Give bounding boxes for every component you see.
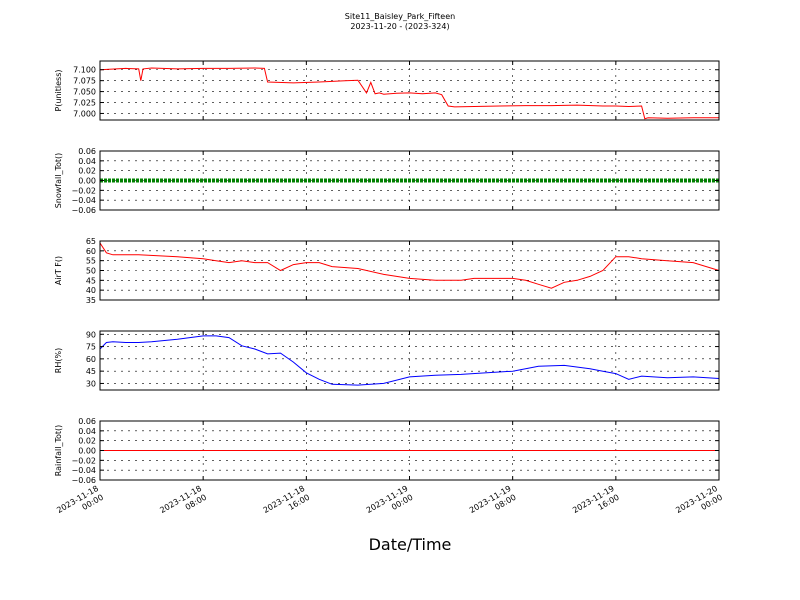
x-tick-label: 2023-11-1800:00 <box>55 484 105 524</box>
y-tick-label: −0.02 <box>71 186 96 195</box>
y-axis-label: AirT F() <box>54 256 63 285</box>
y-axis-label: Snowfall_Tot() <box>54 153 63 209</box>
y-tick-label: 7.075 <box>73 77 96 86</box>
y-tick-label: 0.04 <box>78 157 96 166</box>
y-axis-label: RH(%) <box>54 348 63 373</box>
y-axis-label: Rainfall_Tot() <box>54 425 63 477</box>
y-tick-label: −0.02 <box>71 456 96 465</box>
x-tick-label: 2023-11-1916:00 <box>571 484 621 524</box>
y-tick-label: 45 <box>86 367 96 376</box>
panel-2: −0.06−0.04−0.020.000.020.040.06 Snowfall_… <box>54 147 720 215</box>
y-tick-label: 7.050 <box>73 88 96 97</box>
y-tick-label: −0.04 <box>71 196 96 205</box>
x-tick-label: 2023-11-1900:00 <box>365 484 415 524</box>
y-tick-label: 7.100 <box>73 66 96 75</box>
x-tick-label: 2023-11-1908:00 <box>468 484 518 524</box>
series-line <box>99 242 720 289</box>
y-tick-label: 0.06 <box>78 417 96 426</box>
y-tick-label: −0.04 <box>71 466 96 475</box>
series-line <box>99 67 719 120</box>
y-tick-label: 60 <box>86 355 96 364</box>
x-tick-label: 2023-11-2000:00 <box>674 484 724 524</box>
y-tick-label: 0.04 <box>78 427 96 436</box>
y-tick-label: 0.00 <box>78 447 96 456</box>
y-tick-label: 40 <box>86 286 96 295</box>
y-tick-label: 60 <box>86 247 96 256</box>
y-tick-label: 0.00 <box>78 177 96 186</box>
y-tick-label: 0.02 <box>78 437 96 446</box>
y-tick-label: 7.025 <box>73 99 96 108</box>
x-tick-label: 2023-11-1816:00 <box>262 484 312 524</box>
y-tick-label: 7.000 <box>73 109 96 118</box>
y-tick-label: 55 <box>86 257 96 266</box>
panel-5: −0.06−0.04−0.020.000.020.040.06 Rainfall_… <box>54 417 720 485</box>
y-tick-label: 75 <box>86 343 96 352</box>
figure-subtitle: 2023-11-20 - (2023-324) <box>350 22 449 31</box>
y-tick-label: −0.06 <box>71 206 96 215</box>
y-tick-label: 0.06 <box>78 147 96 156</box>
x-axis-label: Date/Time <box>369 535 452 554</box>
y-tick-label: 65 <box>86 237 96 246</box>
x-tick-labels: 2023-11-1800:00 2023-11-1808:00 2023-11-18… <box>55 484 724 524</box>
y-tick-label: 35 <box>86 296 96 305</box>
series-line <box>99 335 720 386</box>
figure-title: Site11_Baisley_Park_Fifteen <box>345 12 455 21</box>
y-tick-label: 90 <box>86 330 96 339</box>
y-tick-label: −0.06 <box>71 476 96 485</box>
y-tick-label: 30 <box>86 379 96 388</box>
y-axis-label: P(unitless) <box>54 69 63 111</box>
y-tick-label: 0.02 <box>78 167 96 176</box>
panel-4: 30 45 60 75 90 RH(%) <box>54 330 720 391</box>
x-tick-label: 2023-11-1808:00 <box>158 484 208 524</box>
y-tick-label: 45 <box>86 276 96 285</box>
y-tick-label: 50 <box>86 267 96 276</box>
